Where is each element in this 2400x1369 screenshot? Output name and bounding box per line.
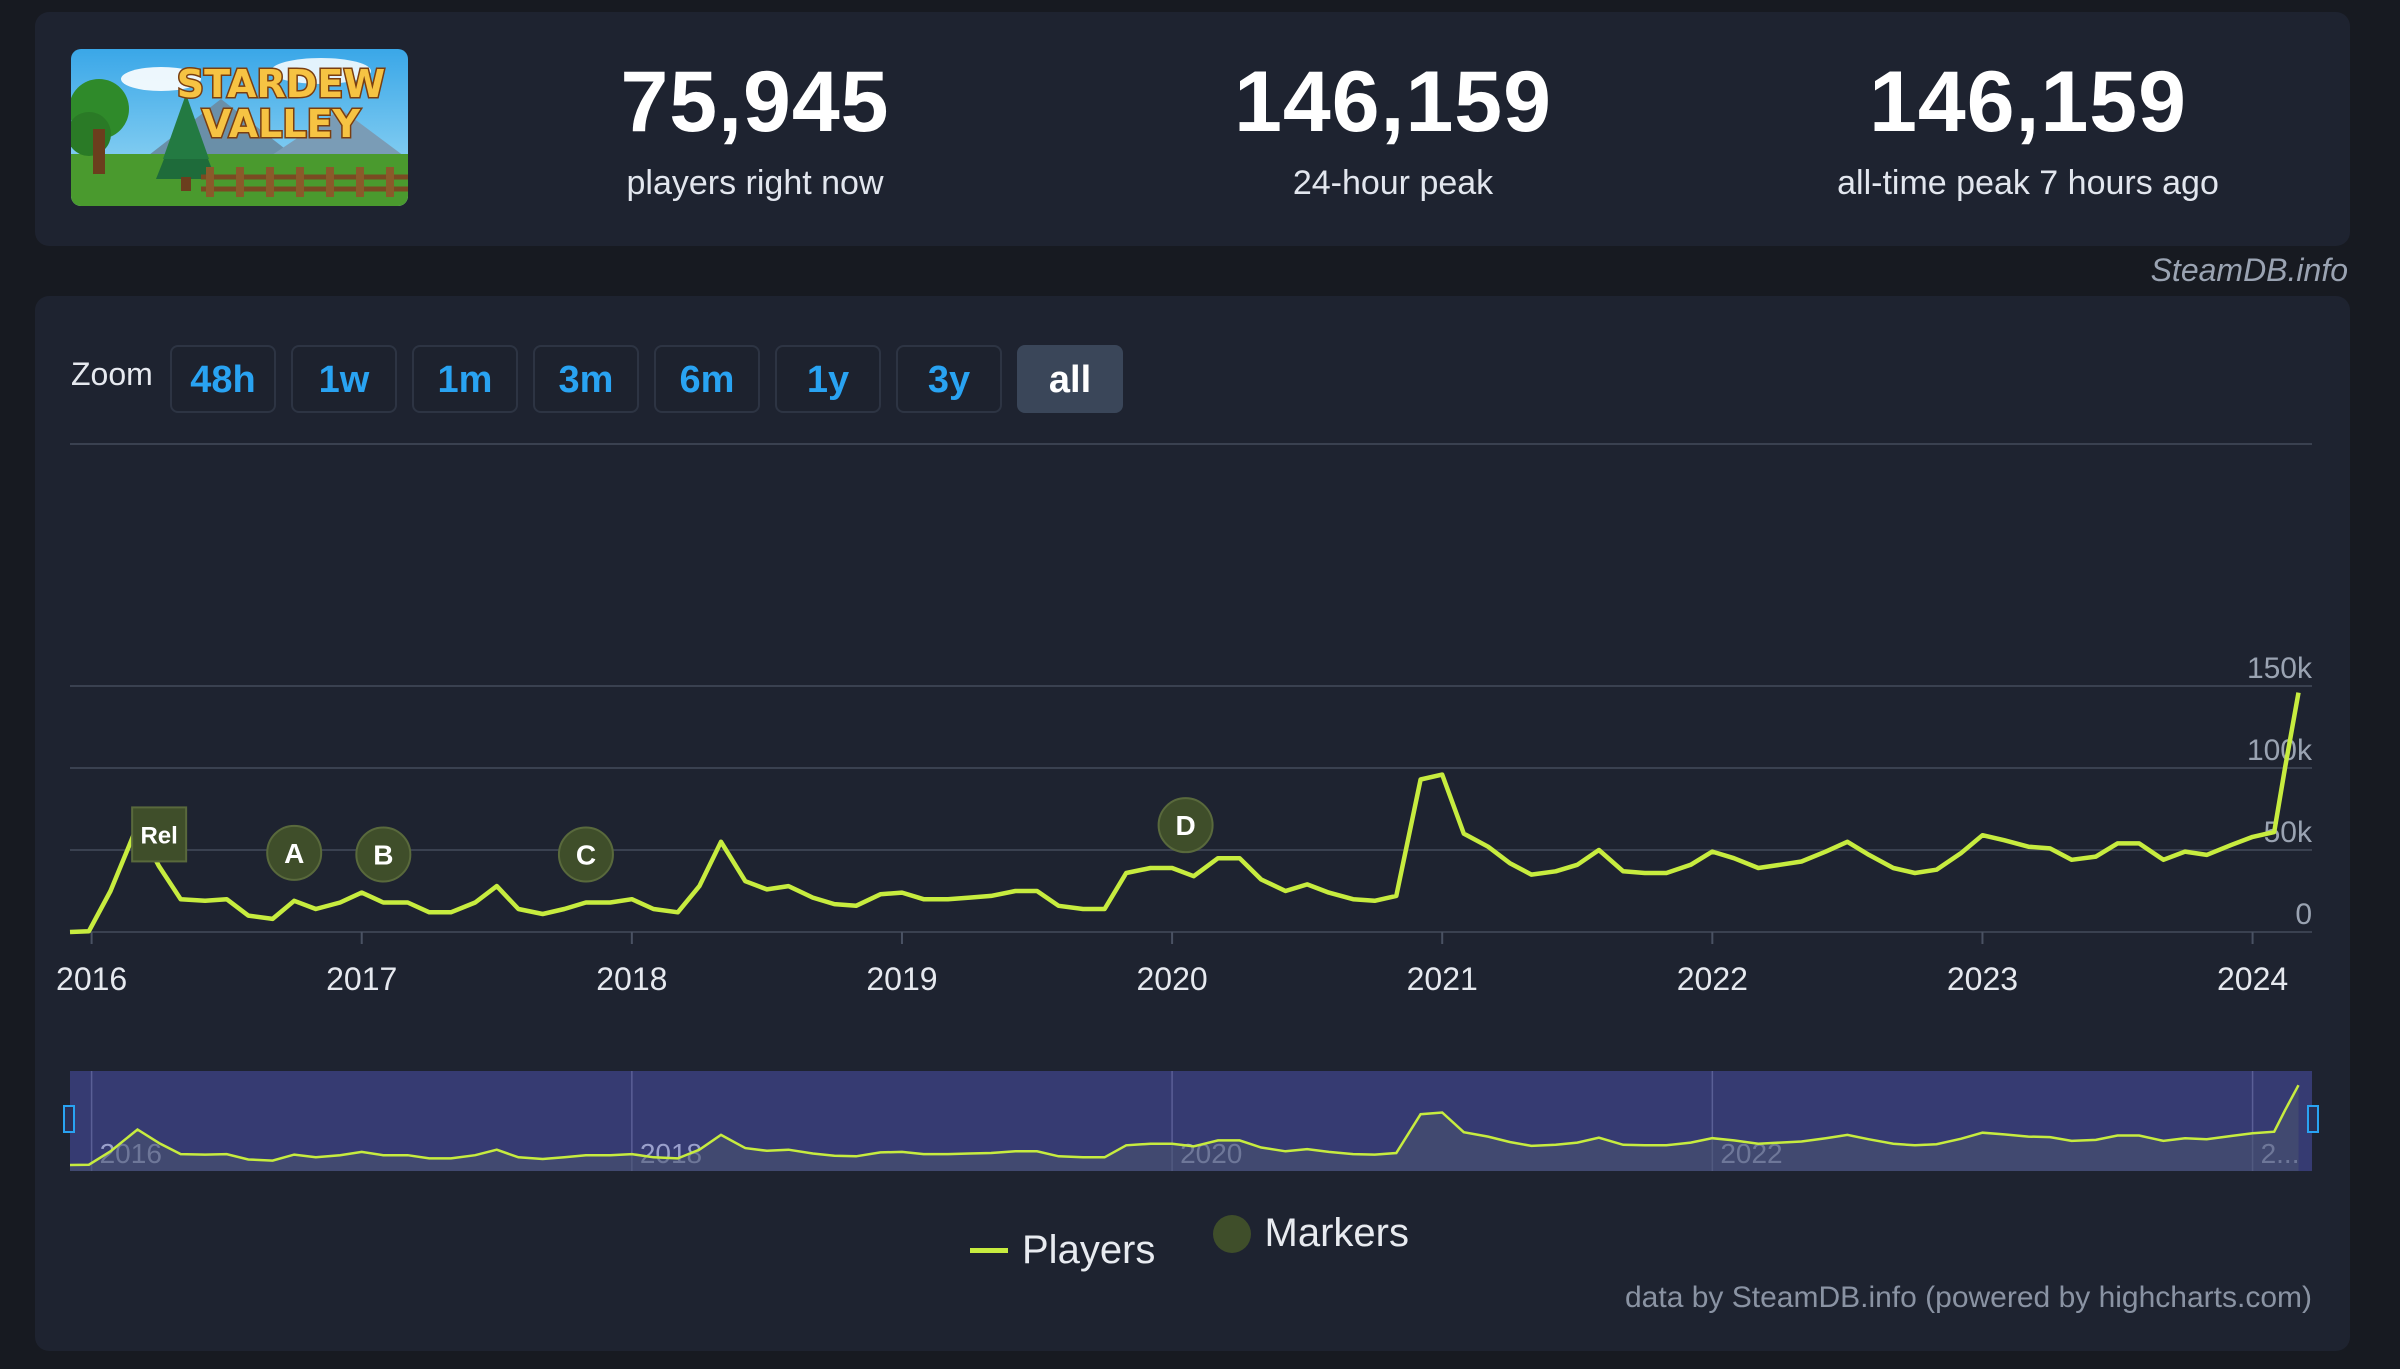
zoom-button-48h[interactable]: 48h (170, 345, 276, 413)
stat-all-time-peak: 146,159 all-time peak 7 hours ago (1798, 52, 2258, 203)
legend-label-markers: Markers (1264, 1211, 1409, 1255)
zoom-button-3m[interactable]: 3m (533, 345, 639, 413)
stat-value: 146,159 (1234, 54, 1552, 150)
y-tick-label: 150k (2247, 652, 2313, 685)
marker-circle (266, 824, 323, 881)
chart-legend: Players Markers (970, 1211, 1455, 1273)
x-tick-label: 2023 (1947, 961, 2018, 997)
zoom-button-all[interactable]: all (1017, 345, 1123, 413)
steamdb-brand[interactable]: SteamDB.info (2150, 252, 2348, 288)
navigator-area (70, 1085, 2299, 1171)
svg-text:VALLEY: VALLEY (202, 102, 361, 146)
zoom-button-6m[interactable]: 6m (654, 345, 760, 413)
marker-label: Rel (140, 822, 177, 849)
stat-current-players: 75,945 players right now (525, 52, 985, 203)
stat-value: 146,159 (1869, 54, 2187, 150)
stats-panel: STARDEW VALLEY 75,945 players right now … (35, 12, 2350, 246)
zoom-label: Zoom (71, 356, 153, 392)
zoom-button-1m[interactable]: 1m (412, 345, 518, 413)
chart-credits[interactable]: data by SteamDB.info (powered by highcha… (1625, 1281, 2312, 1314)
navigator-left-handle (63, 1105, 75, 1133)
stat-value: 75,945 (620, 54, 890, 150)
zoom-button-1y[interactable]: 1y (775, 345, 881, 413)
legend-label-players: Players (1022, 1227, 1156, 1272)
y-tick-label: 100k (2247, 734, 2313, 767)
x-tick-label: 2016 (56, 961, 127, 997)
marker-a: A (266, 824, 323, 881)
stat-label: 24-hour peak (1292, 164, 1494, 202)
x-tick-label: 2018 (596, 961, 667, 997)
marker-circle (355, 826, 412, 883)
marker-c: C (557, 826, 614, 883)
x-tick-label: 2021 (1407, 961, 1478, 997)
x-tick-label: 2022 (1677, 961, 1748, 997)
navigator-right-handle (2307, 1105, 2319, 1133)
marker-b: B (355, 826, 412, 883)
marker-label: D (1175, 810, 1195, 841)
marker-circle (1157, 797, 1214, 854)
legend-line-icon (970, 1247, 1008, 1253)
game-logo[interactable]: STARDEW VALLEY (71, 49, 408, 206)
x-tick-label: 2019 (866, 961, 937, 997)
legend-dot-icon (1212, 1214, 1251, 1253)
marker-label: C (576, 839, 596, 870)
players-series-line (69, 692, 2301, 935)
stat-24h-peak: 146,159 24-hour peak (1163, 52, 1623, 203)
zoom-button-3y[interactable]: 3y (896, 345, 1002, 413)
marker-d: D (1157, 797, 1214, 854)
game-logo-art: STARDEW VALLEY (71, 49, 408, 206)
stat-label: all-time peak 7 hours ago (1837, 164, 2219, 202)
x-tick-label: 2020 (1136, 961, 1207, 997)
x-tick-label: 2017 (326, 961, 397, 997)
legend-item-players[interactable]: Players (970, 1228, 1155, 1273)
navigator-series-line (69, 1084, 2300, 1167)
zoom-button-1w[interactable]: 1w (291, 345, 397, 413)
marker-flag (131, 806, 188, 863)
marker-label: A (284, 838, 304, 869)
marker-label: B (373, 839, 393, 870)
stat-label: players right now (626, 164, 884, 202)
legend-item-markers[interactable]: Markers (1212, 1211, 1409, 1256)
chart-panel: Zoom 48h 1w 1m 3m 6m 1y 3y all 0 50k 100k 1… (35, 296, 2350, 1351)
marker-rel: Rel (131, 806, 188, 863)
svg-text:STARDEW: STARDEW (177, 62, 385, 106)
marker-circle (557, 826, 614, 883)
y-tick-label: 0 (2295, 898, 2312, 931)
x-tick-label: 2024 (2217, 961, 2288, 997)
